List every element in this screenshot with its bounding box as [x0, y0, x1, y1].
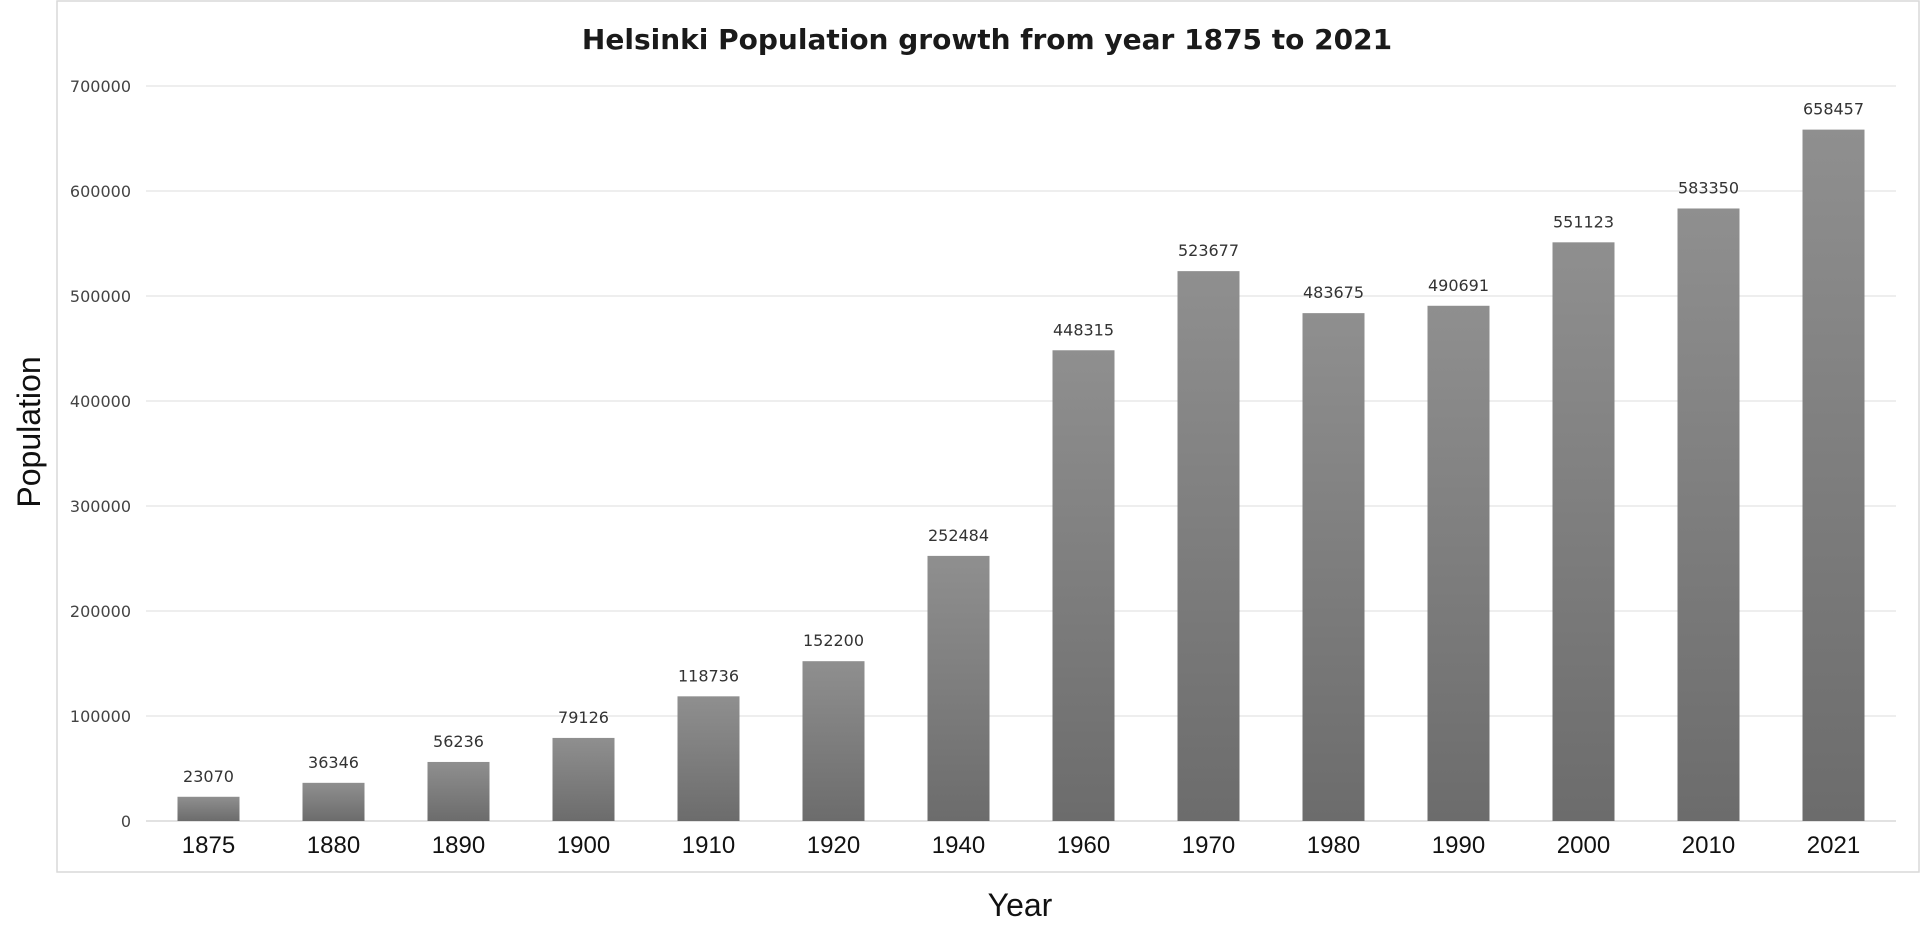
- bar-2021: [1802, 129, 1865, 822]
- x-tick-label: 1890: [432, 832, 485, 859]
- x-tick-label: 1900: [557, 832, 610, 859]
- data-label: 551123: [1553, 212, 1614, 231]
- bar-2010: [1677, 208, 1740, 822]
- data-label: 490691: [1428, 276, 1489, 295]
- x-axis-title: Year: [988, 887, 1053, 923]
- y-tick-label: 0: [121, 812, 131, 831]
- x-tick-label: 2010: [1682, 832, 1735, 859]
- bar-2000: [1552, 242, 1615, 821]
- y-tick-label: 600000: [70, 182, 131, 201]
- y-axis-title: Population: [11, 356, 47, 507]
- x-tick-label: 2021: [1807, 832, 1860, 859]
- data-label: 483675: [1303, 283, 1364, 302]
- y-tick-label: 500000: [70, 287, 131, 306]
- bar-1940: [927, 555, 990, 821]
- x-tick-label: 1880: [307, 832, 360, 859]
- x-tick-label: 1875: [182, 832, 235, 859]
- data-label: 523677: [1178, 241, 1239, 260]
- data-label: 658457: [1803, 100, 1864, 119]
- data-label: 152200: [803, 631, 864, 650]
- data-label: 56236: [433, 732, 484, 751]
- data-label: 448315: [1053, 320, 1114, 339]
- x-tick-label: 1970: [1182, 832, 1235, 859]
- x-tick-label: 1910: [682, 832, 735, 859]
- y-tick-label: 400000: [70, 392, 131, 411]
- x-tick-label: 1920: [807, 832, 860, 859]
- data-label: 118736: [678, 666, 739, 685]
- y-tick-label: 200000: [70, 602, 131, 621]
- data-label: 252484: [928, 526, 989, 545]
- bar-1890: [427, 761, 490, 821]
- x-tick-label: 2000: [1557, 832, 1610, 859]
- y-axis-ticks: 0 100000 200000 300000 400000 500000 600000 700…: [70, 77, 131, 831]
- x-tick-label: 1990: [1432, 832, 1485, 859]
- chart-title: Helsinki Population growth from year 187…: [582, 23, 1392, 56]
- bar-1970: [1177, 271, 1240, 821]
- bar-1990: [1427, 305, 1490, 822]
- data-label: 79126: [558, 708, 609, 727]
- y-tick-label: 700000: [70, 77, 131, 96]
- data-label: 583350: [1678, 178, 1739, 197]
- bar-1880: [302, 782, 365, 821]
- bar-1920: [802, 661, 865, 821]
- data-label: 23070: [183, 767, 234, 786]
- bars: [177, 129, 1865, 822]
- x-axis-ticks: 1875 1880 1890 1900 1910 1920 1940 1960 1970 1980…: [182, 832, 1860, 859]
- x-tick-label: 1980: [1307, 832, 1360, 859]
- x-tick-label: 1940: [932, 832, 985, 859]
- bar-1900: [552, 737, 615, 821]
- data-label: 36346: [308, 753, 359, 772]
- bar-1960: [1052, 350, 1115, 821]
- x-tick-label: 1960: [1057, 832, 1110, 859]
- data-labels: 23070 36346 56236 79126 118736 152200 252484 44…: [183, 100, 1864, 786]
- bar-1980: [1302, 313, 1365, 821]
- y-tick-label: 100000: [70, 707, 131, 726]
- y-tick-label: 300000: [70, 497, 131, 516]
- bar-1910: [677, 696, 740, 821]
- bar-1875: [177, 796, 240, 821]
